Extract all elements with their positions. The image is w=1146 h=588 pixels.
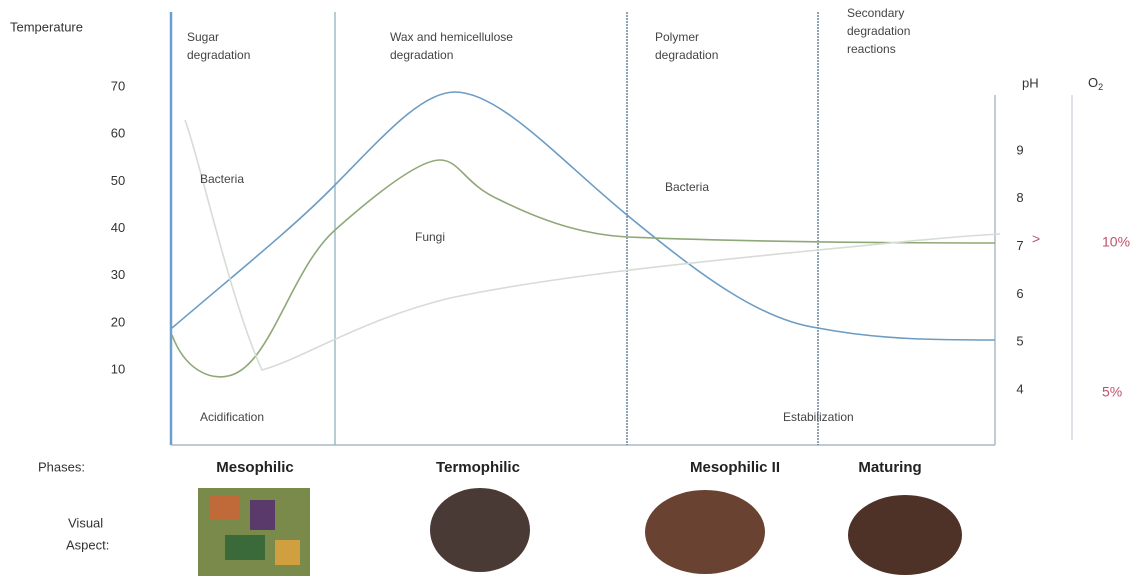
label: Fungi [415,230,445,244]
arrow: > [1032,231,1040,247]
ph-tick-label: 7 [1016,238,1023,253]
stage-label: Sugar [187,30,219,44]
stage-label: degradation [655,48,718,62]
ph-tick-label: 6 [1016,286,1023,301]
ph-tick-label: 8 [1016,190,1023,205]
o2-tick: 10% [1102,234,1130,250]
y-tick-label: 20 [111,314,125,329]
y-tick-label: 40 [111,220,125,235]
stage-label: Wax and hemicellulose [390,30,513,44]
stage-label: reactions [847,42,896,56]
stage-label: Polymer [655,30,699,44]
label: Bacteria [665,180,709,194]
y-tick-label: 60 [111,126,125,141]
ph-tick-label: 4 [1016,381,1023,396]
stage-label: degradation [390,48,453,62]
ph-tick-label: 9 [1016,142,1023,157]
stage-label: Secondary [847,6,904,20]
stage-label: degradation [187,48,250,62]
y-tick-label: 10 [111,362,125,377]
label: Estabilization [783,410,854,424]
label: Acidification [200,410,264,424]
stage-label: degradation [847,24,910,38]
frame [171,12,1072,445]
y-tick-label: 50 [111,173,125,188]
visual-label: Visual [68,515,103,530]
visual-label: Aspect: [66,537,109,552]
y-tick-label: 70 [111,78,125,93]
phase-name: Mesophilic II [690,459,780,476]
axis-title: O2 [1088,75,1103,92]
phase-name: Mesophilic [216,459,294,476]
axis-title: Temperature [10,19,83,34]
axis-title: pH [1022,75,1039,90]
phase-name: Maturing [858,459,921,476]
o2-tick: 5% [1102,384,1122,400]
ph-tick-label: 5 [1016,334,1023,349]
diagram: Temperature pH O2 > 10% 5% Bacteria Fung… [0,0,1146,583]
y-tick-label: 30 [111,267,125,282]
images [198,488,962,576]
phase-name: Termophilic [436,459,520,476]
label: Bacteria [200,172,244,186]
phases-title: Phases: [38,459,85,474]
curves [172,92,1000,377]
